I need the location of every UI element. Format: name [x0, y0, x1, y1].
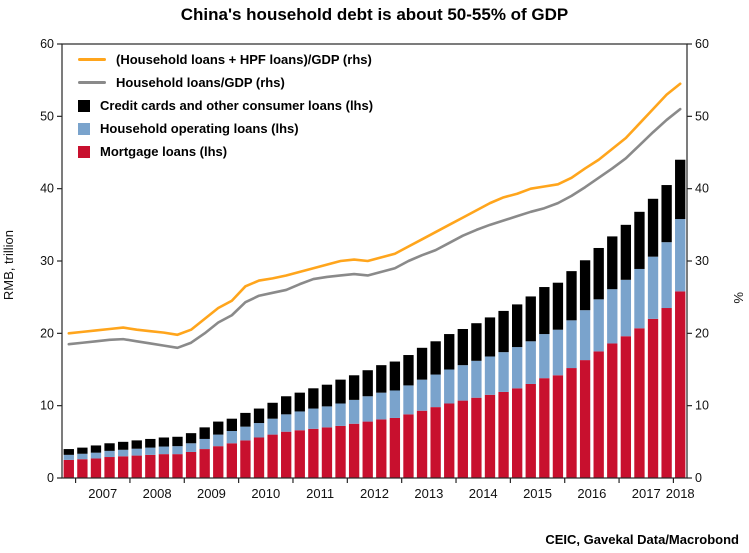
svg-text:30: 30 [695, 254, 709, 268]
legend-item: Household loans/GDP (rhs) [78, 75, 373, 90]
svg-text:2015: 2015 [523, 486, 552, 501]
plot: 0 0 10 10 20 20 30 30 40 40 50 50 60 60 2007 2008 2009 20… [40, 37, 709, 501]
chart-area: RMB, trillion % 0 0 10 10 20 20 30 30 40 40 50 50 60… [0, 30, 749, 516]
legend-label: Household loans/GDP (rhs) [116, 75, 285, 90]
legend: (Household loans + HPF loans)/GDP (rhs) … [78, 52, 373, 159]
svg-text:60: 60 [695, 37, 709, 51]
svg-text:50: 50 [40, 109, 54, 123]
svg-text:0: 0 [695, 471, 702, 485]
legend-label: (Household loans + HPF loans)/GDP (rhs) [116, 52, 372, 67]
svg-text:20: 20 [40, 326, 54, 340]
legend-item: Household operating loans (lhs) [78, 121, 373, 136]
svg-text:2018: 2018 [666, 486, 695, 501]
legend-square-swatch-red [78, 145, 90, 158]
svg-text:2013: 2013 [414, 486, 443, 501]
svg-text:2009: 2009 [197, 486, 226, 501]
svg-text:2008: 2008 [143, 486, 172, 501]
chart-title: China's household debt is about 50-55% o… [180, 5, 569, 24]
legend-square-swatch-black [78, 99, 90, 112]
y-axis-label-left: RMB, trillion [1, 230, 16, 301]
svg-text:2012: 2012 [360, 486, 389, 501]
svg-text:2017: 2017 [632, 486, 661, 501]
svg-text:60: 60 [40, 37, 54, 51]
svg-text:2011: 2011 [306, 486, 334, 501]
svg-text:2010: 2010 [251, 486, 280, 501]
svg-text:20: 20 [695, 326, 709, 340]
svg-text:10: 10 [695, 399, 709, 413]
svg-text:2014: 2014 [469, 486, 498, 501]
source-label: CEIC, Gavekal Data/Macrobond [545, 532, 739, 547]
legend-label: Mortgage loans (lhs) [100, 144, 228, 159]
legend-item: (Household loans + HPF loans)/GDP (rhs) [78, 52, 373, 67]
svg-text:40: 40 [695, 182, 709, 196]
svg-text:50: 50 [695, 109, 709, 123]
svg-text:0: 0 [47, 471, 54, 485]
svg-text:2007: 2007 [88, 486, 117, 501]
legend-line-swatch-orange [78, 58, 106, 61]
y-axis-label-right: % [731, 292, 746, 304]
legend-label: Credit cards and other consumer loans (l… [100, 98, 374, 113]
legend-item: Mortgage loans (lhs) [78, 144, 373, 159]
svg-text:30: 30 [40, 254, 54, 268]
legend-line-swatch-gray [78, 81, 106, 84]
svg-text:10: 10 [40, 399, 54, 413]
legend-label: Household operating loans (lhs) [100, 121, 299, 136]
svg-text:40: 40 [40, 182, 54, 196]
legend-item: Credit cards and other consumer loans (l… [78, 98, 373, 113]
legend-square-swatch-blue [78, 122, 90, 135]
svg-text:2016: 2016 [577, 486, 606, 501]
